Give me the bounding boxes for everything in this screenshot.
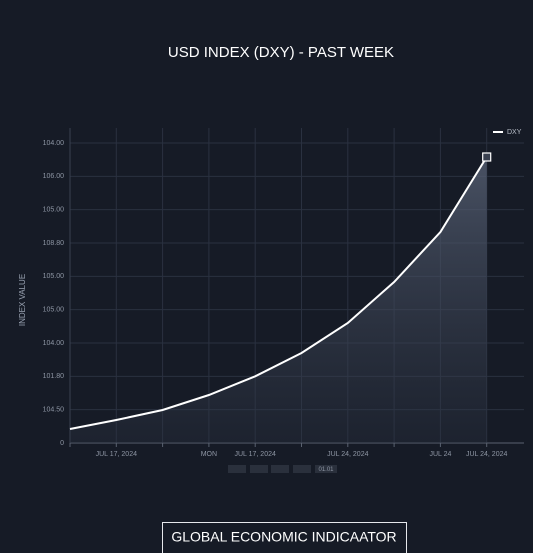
y-tick-label: 0 xyxy=(60,440,64,447)
end-marker xyxy=(482,152,492,162)
y-tick-label: 101.80 xyxy=(43,373,65,380)
area xyxy=(70,157,487,443)
y-tick-label: 105.00 xyxy=(43,207,65,214)
slider-cell[interactable] xyxy=(271,465,289,473)
x-tick-label: JUL 17, 2024 xyxy=(235,451,276,458)
slider-cell[interactable] xyxy=(228,465,246,473)
footer-button[interactable] xyxy=(162,522,407,553)
x-tick-label: JUL 24 xyxy=(429,451,451,458)
y-tick-label: 104.00 xyxy=(43,140,65,147)
legend-item: DXY xyxy=(493,129,522,136)
x-tick-label: JUL 17, 2024 xyxy=(96,451,137,458)
slider-cell[interactable] xyxy=(250,465,268,473)
y-tick-label: 108.80 xyxy=(43,240,65,247)
slider-cell[interactable] xyxy=(293,465,311,473)
chart-title: USD INDEX (DXY) - PAST WEEK xyxy=(168,44,394,61)
y-tick-label: 104.00 xyxy=(43,340,65,347)
plot-area: 0 104.50 101.80 104.00 105.00 105.00 108.80 105… xyxy=(43,128,524,458)
footer-button-label: GLOBAL ECONOMIC INDICAATOR xyxy=(171,529,396,545)
y-tick-label: 104.50 xyxy=(43,407,65,414)
x-tick-label: MON xyxy=(201,451,217,458)
x-tick-label: JUL 24, 2024 xyxy=(327,451,368,458)
y-tick-label: 105.00 xyxy=(43,307,65,314)
y-axis-label: INDEX VALUE xyxy=(18,274,27,326)
range-slider: 01.01 xyxy=(228,465,337,473)
line xyxy=(69,156,488,430)
slider-label: 01.01 xyxy=(318,467,334,473)
x-tick-label: JUL 24, 2024 xyxy=(466,451,507,458)
y-tick-label: 106.00 xyxy=(43,173,65,180)
legend-label: DXY xyxy=(507,129,522,136)
y-tick-label: 105.00 xyxy=(43,273,65,280)
slider-cell[interactable] xyxy=(315,465,337,473)
